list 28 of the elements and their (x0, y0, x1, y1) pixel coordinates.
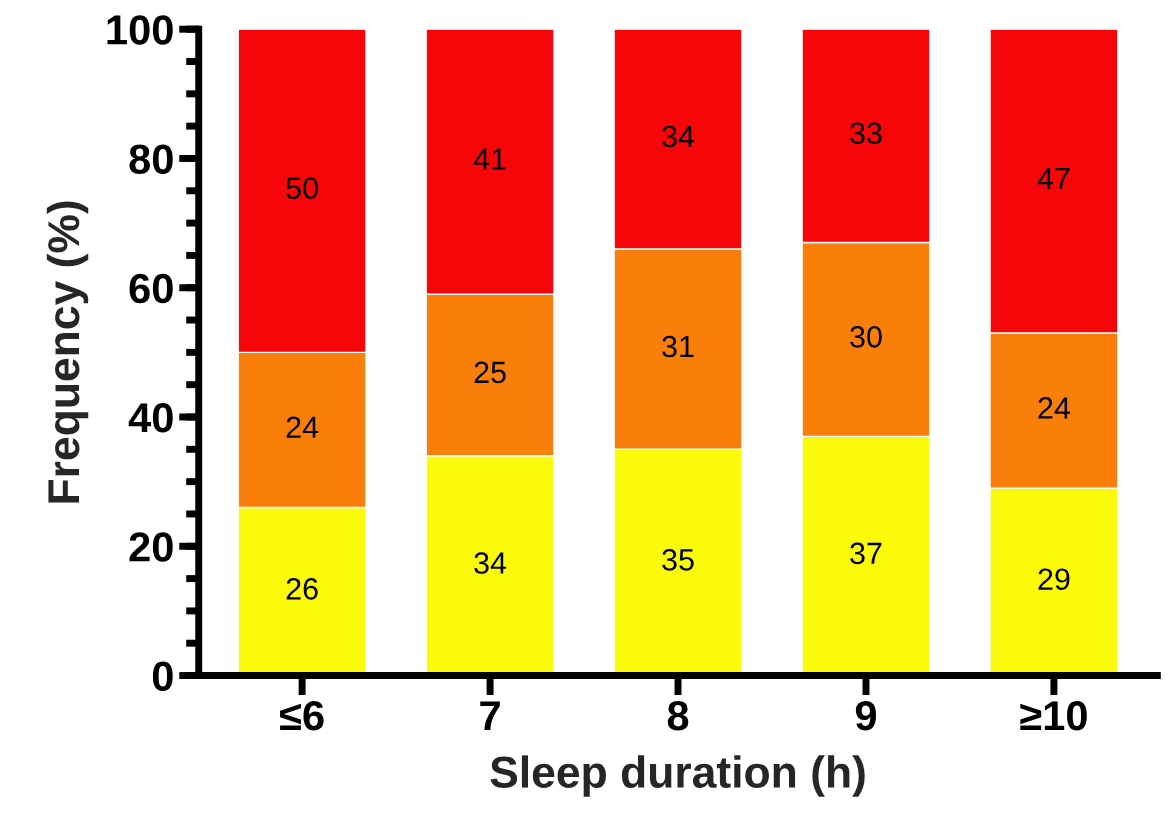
x-tick-label: 9 (855, 700, 877, 731)
y-tick-label: 20 (129, 532, 173, 562)
x-tick-label: ≤6 (280, 700, 324, 731)
data-label: 37 (850, 542, 882, 565)
data-label: 34 (662, 125, 695, 148)
y-tick-label: 0 (152, 661, 173, 692)
x-axis-title: Sleep duration (h) (490, 755, 865, 797)
data-label: 29 (1038, 568, 1070, 591)
data-label: 47 (1037, 167, 1070, 189)
data-label: 41 (473, 148, 506, 170)
y-tick-label: 80 (129, 144, 173, 174)
data-label: 33 (850, 122, 882, 145)
data-label: 25 (474, 361, 506, 384)
data-label: 50 (286, 177, 318, 199)
x-tick-label: ≥10 (1020, 700, 1087, 731)
y-tick-label: 40 (128, 403, 173, 433)
data-label: 30 (850, 326, 882, 348)
y-tick-label: 100 (107, 15, 173, 45)
data-label: 31 (662, 335, 694, 358)
data-label: 26 (286, 578, 318, 600)
data-label: 35 (662, 548, 694, 571)
x-tick-label: 8 (667, 700, 689, 731)
y-tick-label: 60 (129, 273, 173, 304)
y-axis-title: Frequency (%) (46, 201, 89, 503)
data-label: 34 (474, 552, 507, 574)
data-label: 24 (286, 416, 319, 438)
data-label: 24 (1038, 397, 1071, 419)
x-tick-label: 7 (480, 701, 500, 731)
